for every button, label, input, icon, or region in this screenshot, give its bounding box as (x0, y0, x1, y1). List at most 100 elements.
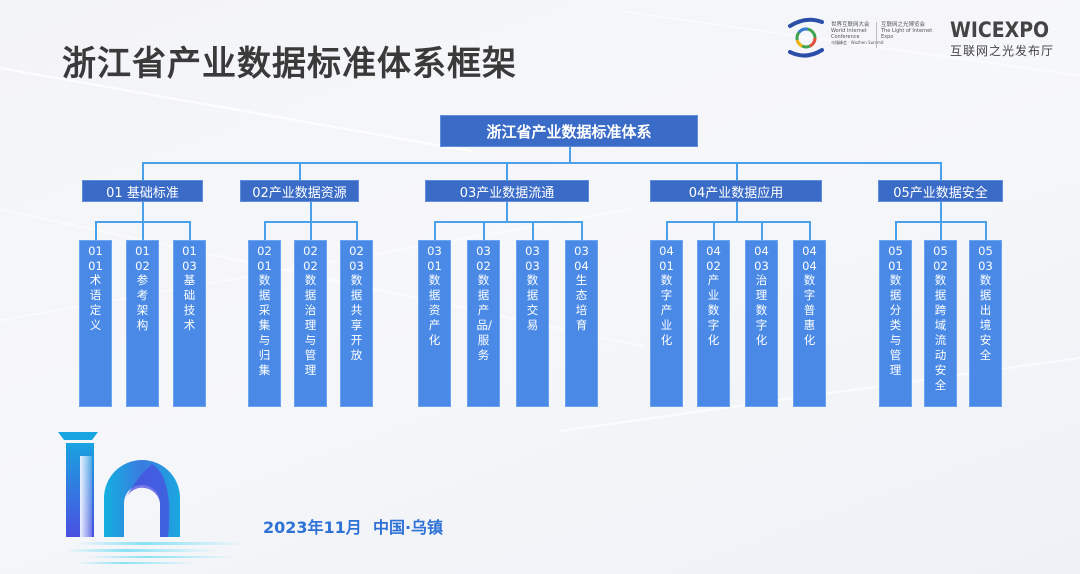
connector (483, 221, 485, 240)
category-node-05: 05产业数据安全 (878, 180, 1003, 202)
leaf-code: 02 (476, 258, 491, 273)
connector (761, 221, 763, 240)
leaf-node-01-02: 01 02 参考架构 (126, 240, 159, 407)
leaf-code: 02 (303, 258, 318, 273)
leaf-code: 01 (182, 244, 197, 258)
connector (940, 221, 942, 240)
connector (532, 221, 534, 240)
leaf-node-02-02: 02 02 数据治理与管理 (294, 240, 327, 407)
leaf-label: 数字普惠化 (803, 273, 816, 347)
leaf-node-03-02: 03 02 数据产品/服务 (467, 240, 500, 407)
connector (581, 221, 583, 240)
connector (310, 221, 312, 240)
wic-expo-text: 互联网之光博览会 The Light of Internet Expo (881, 22, 932, 40)
leaf-label: 基础技术 (183, 273, 196, 332)
wic-en-1: World Internet (831, 28, 867, 34)
leaf-code: 05 (933, 244, 948, 258)
leaf-label: 数据产品/服务 (476, 273, 492, 362)
connector (713, 221, 715, 240)
wic-conference-logo-icon (788, 17, 824, 58)
leaf-label: 数字产业化 (660, 273, 673, 347)
connector-cat2-down (310, 202, 312, 222)
leaf-code: 03 (978, 258, 993, 273)
connector-cat4-up (736, 162, 738, 180)
wic-cn: 世界互联网大会 (831, 22, 870, 28)
leaf-node-02-03: 02 03 数据共享开放 (340, 240, 373, 407)
connector-cat5-down (940, 202, 942, 222)
leaf-node-02-01: 02 01 数据采集与归集 (248, 240, 281, 407)
root-node: 浙江省产业数据标准体系 (440, 115, 698, 147)
leaf-code: 04 (802, 244, 817, 258)
leaf-code: 03 (754, 258, 769, 273)
wic-expo-cn: 互联网之光博览会 (881, 22, 926, 28)
connector-root-down (569, 147, 571, 163)
connector (809, 221, 811, 240)
wic-conference-text: 世界互联网大会 World Internet Conference 乌镇峰会 ·… (831, 22, 884, 46)
connector-cat4-branch (666, 221, 810, 223)
leaf-label: 数据出境安全 (979, 273, 992, 362)
connector (142, 221, 144, 240)
connector (895, 221, 897, 240)
category-node-03: 03产业数据流通 (425, 180, 589, 202)
category-node-01: 01 基础标准 (82, 180, 203, 202)
leaf-code: 02 (706, 258, 721, 273)
connector-cat5-up (940, 162, 942, 180)
connector-cat1-down (142, 202, 144, 222)
wicexpo-subtitle: 互联网之光发布厅 (950, 44, 1055, 58)
connector (95, 221, 97, 240)
leaf-code: 02 (257, 244, 272, 258)
leaf-code: 03 (525, 258, 540, 273)
connector-main-horizontal (142, 162, 942, 164)
leaf-label: 数据交易 (526, 273, 539, 332)
leaf-code: 01 (135, 244, 150, 258)
leaf-label: 术语定义 (89, 273, 102, 332)
leaf-label: 数据跨域流动安全 (934, 273, 947, 392)
leaf-code: 04 (659, 244, 674, 258)
connector-cat3-branch (434, 221, 582, 223)
leaf-code: 02 (933, 258, 948, 273)
connector-cat4-down (736, 202, 738, 222)
wic-expo-en-2: Expo (881, 34, 894, 40)
connector (666, 221, 668, 240)
connector-cat2-up (299, 162, 301, 180)
leaf-node-05-03: 05 03 数据出境安全 (969, 240, 1002, 407)
leaf-label: 生态培育 (575, 273, 588, 332)
leaf-code: 04 (754, 244, 769, 258)
leaf-code: 02 (349, 244, 364, 258)
leaf-code: 01 (88, 258, 103, 273)
leaf-code: 03 (182, 258, 197, 273)
connector-cat3-up (506, 162, 508, 180)
leaf-code: 02 (303, 244, 318, 258)
leaf-code: 03 (476, 244, 491, 258)
leaf-code: 05 (978, 244, 993, 258)
connector (434, 221, 436, 240)
leaf-code: 02 (135, 258, 150, 273)
leaf-code: 04 (574, 258, 589, 273)
leaf-label: 治理数字化 (755, 273, 768, 347)
page-title: 浙江省产业数据标准体系框架 (62, 44, 517, 84)
leaf-code: 01 (257, 258, 272, 273)
leaf-label: 数据采集与归集 (258, 273, 271, 377)
leaf-node-04-01: 04 01 数字产业化 (650, 240, 683, 407)
leaf-code: 03 (574, 244, 589, 258)
leaf-code: 01 (659, 258, 674, 273)
leaf-label: 产业数字化 (707, 273, 720, 347)
leaf-label: 数据治理与管理 (304, 273, 317, 377)
leaf-node-04-02: 04 02 产业数字化 (697, 240, 730, 407)
leaf-node-05-01: 05 01 数据分类与管理 (879, 240, 912, 407)
leaf-label: 数据共享开放 (350, 273, 363, 362)
event-date-location: 2023年11月 中国·乌镇 (263, 518, 444, 537)
leaf-node-03-04: 03 04 生态培育 (565, 240, 598, 407)
wic-expo-en-1: The Light of Internet (881, 28, 933, 34)
leaf-node-05-02: 05 02 数据跨域流动安全 (924, 240, 957, 407)
leaf-label: 数据资产化 (428, 273, 441, 347)
leaf-label: 数据分类与管理 (889, 273, 902, 377)
leaf-code: 03 (525, 244, 540, 258)
leaf-node-01-03: 01 03 基础技术 (173, 240, 206, 407)
leaf-node-03-01: 03 01 数据资产化 (418, 240, 451, 407)
connector (189, 221, 191, 240)
leaf-label: 参考架构 (136, 273, 149, 332)
leaf-code: 03 (349, 258, 364, 273)
wuzhen-in-logo-icon (58, 432, 246, 564)
leaf-node-03-03: 03 03 数据交易 (516, 240, 549, 407)
